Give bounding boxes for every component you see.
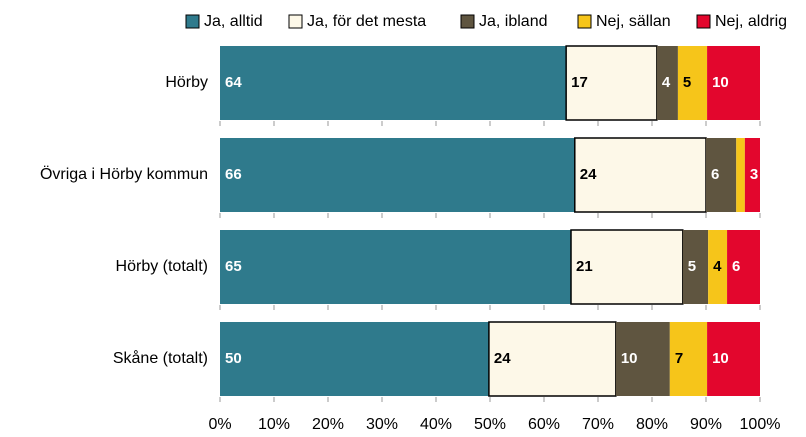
value-label: 5 (683, 74, 691, 91)
bar-segment (574, 137, 707, 213)
bar-segment (220, 46, 567, 120)
bar-segment (220, 230, 571, 304)
bar-segment (707, 322, 760, 396)
x-tick-label: 20% (312, 416, 344, 433)
value-label: 66 (225, 166, 242, 183)
value-label: 7 (675, 350, 683, 367)
legend-swatch (696, 14, 711, 29)
legend-label: Nej, sällan (596, 13, 671, 30)
value-label: 5 (688, 258, 696, 275)
legend-swatch (460, 14, 475, 29)
bar-segment (677, 46, 708, 120)
value-label: 6 (732, 258, 740, 275)
x-tick-label: 10% (258, 416, 290, 433)
value-label: 17 (571, 74, 588, 91)
value-label: 65 (225, 258, 242, 275)
bar-segment (682, 230, 709, 304)
legend-label: Ja, för det mesta (307, 13, 426, 30)
value-label: 4 (713, 258, 722, 275)
bar-segment (656, 46, 678, 120)
y-tick-label: Hörby (165, 74, 208, 91)
x-tick-label: 0% (208, 416, 231, 433)
x-tick-label: 90% (690, 416, 722, 433)
value-label: 10 (712, 74, 729, 91)
bar-segment (736, 138, 745, 212)
legend-swatch (185, 14, 200, 29)
x-tick-label: 60% (528, 416, 560, 433)
x-tick-label: 30% (366, 416, 398, 433)
bar-segment (669, 322, 708, 396)
value-label: 6 (711, 166, 719, 183)
bar-segment (727, 230, 760, 304)
value-label: 64 (225, 74, 242, 91)
bar-segment (706, 138, 737, 212)
bar-segment (220, 322, 489, 396)
bar-segment (744, 138, 760, 212)
value-label: 3 (750, 166, 758, 183)
x-tick-label: 100% (740, 416, 781, 433)
bar-segment (565, 45, 658, 121)
y-tick-label: Hörby (totalt) (116, 258, 208, 275)
value-label: 21 (576, 258, 593, 275)
value-label: 50 (225, 350, 242, 367)
bar-segment (615, 322, 670, 396)
value-label: 10 (712, 350, 729, 367)
legend-label: Ja, ibland (479, 13, 548, 30)
bar-segment (708, 230, 728, 304)
legend-label: Nej, aldrig (715, 13, 787, 30)
legend-swatch (577, 14, 592, 29)
bar-segment (707, 46, 760, 120)
bar-segment (220, 138, 575, 212)
x-tick-label: 40% (420, 416, 452, 433)
value-label: 10 (621, 350, 638, 367)
value-label: 4 (662, 74, 671, 91)
x-tick-label: 50% (474, 416, 506, 433)
x-tick-label: 80% (636, 416, 668, 433)
x-tick-label: 70% (582, 416, 614, 433)
legend-label: Ja, alltid (204, 13, 263, 30)
value-label: 24 (580, 166, 597, 183)
y-tick-label: Övriga i Hörby kommun (40, 165, 208, 183)
value-label: 24 (494, 350, 511, 367)
legend-swatch (288, 14, 303, 29)
y-tick-label: Skåne (totalt) (113, 349, 208, 367)
